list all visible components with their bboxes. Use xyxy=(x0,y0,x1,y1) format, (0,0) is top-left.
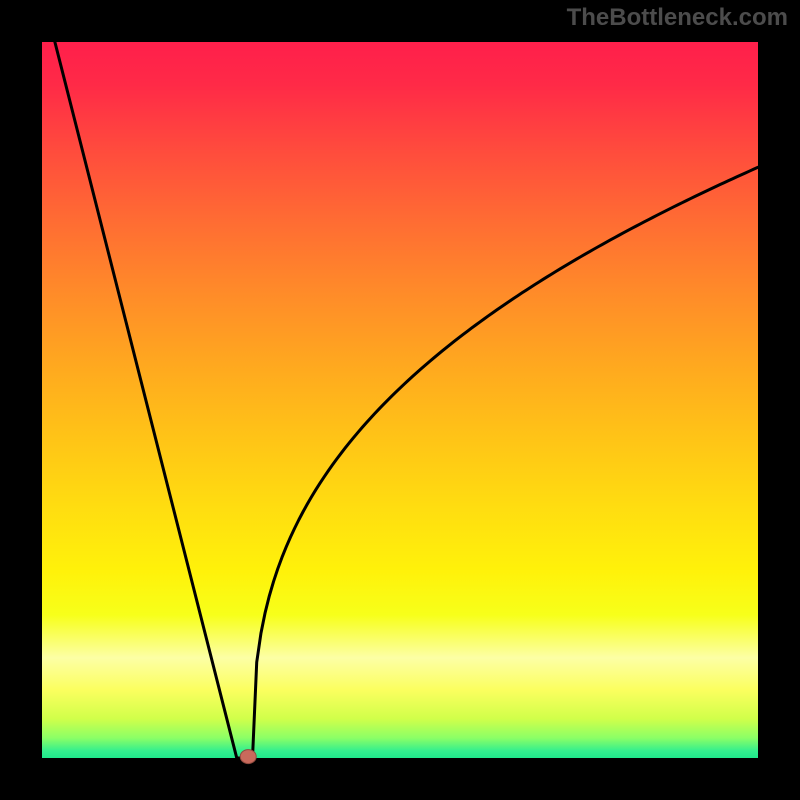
watermark-text: TheBottleneck.com xyxy=(567,4,788,32)
chart-stage: TheBottleneck.com xyxy=(0,0,800,800)
gradient-plot-area xyxy=(42,42,758,758)
